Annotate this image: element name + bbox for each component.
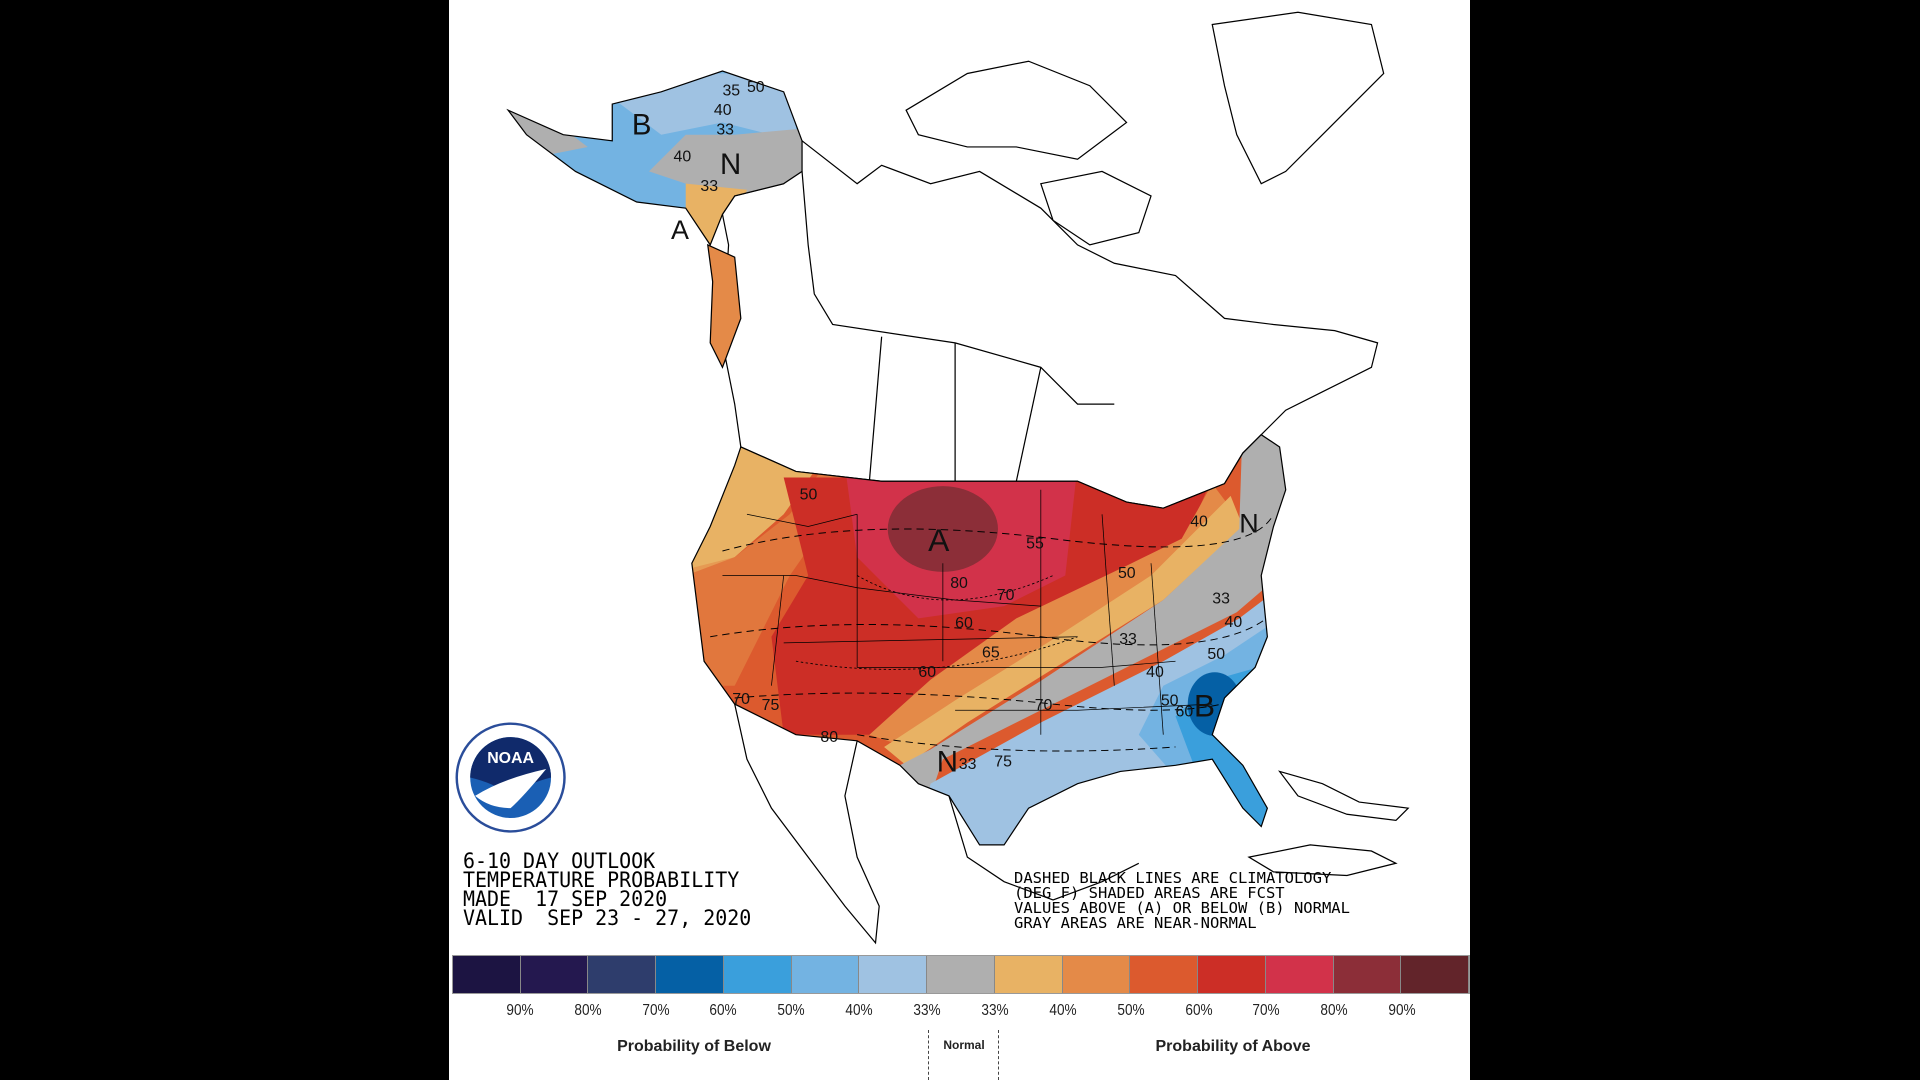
contour-label: 80 (950, 575, 968, 592)
above-caption: Probability of Above (1155, 1038, 1311, 1055)
legend-tick-label: 40% (845, 1002, 873, 1019)
svg-text:NOAA: NOAA (487, 750, 534, 767)
legend-swatch (453, 956, 521, 993)
contour-label: 70 (997, 587, 1015, 604)
valid-dates: VALID SEP 23 - 27, 2020 (463, 906, 752, 930)
legend-tick-label: 70% (1252, 1002, 1281, 1019)
legend-tick-label: 90% (1388, 1002, 1416, 1019)
below-label-alaska: B (632, 109, 652, 142)
legend-swatch (588, 956, 657, 993)
title-line: 6-10 DAY OUTLOOK (463, 849, 656, 873)
contour-label: 40 (1190, 514, 1208, 531)
normal-divider (998, 1030, 999, 1080)
mexico-outline (734, 703, 880, 945)
legend-tick-label: 33% (913, 1002, 941, 1019)
above-label-alaska: A (671, 215, 689, 245)
legend-swatch (1401, 956, 1470, 993)
contour-label: 70 (1035, 697, 1053, 714)
legend-swatch (723, 956, 792, 993)
normal-divider (928, 1030, 929, 1080)
below-caption: Probability of Below (617, 1038, 771, 1055)
legend-swatch (1198, 956, 1266, 993)
legend-swatch (1062, 956, 1131, 993)
canada-outline (721, 11, 1410, 877)
legend-tick-label: 50% (777, 1002, 805, 1019)
contour-label: 70 (732, 691, 750, 708)
climatology-contours (710, 514, 1274, 752)
contour-label: 33 (959, 756, 977, 773)
made-date: MADE 17 SEP 2020 (463, 887, 668, 911)
contour-label: 50 (1118, 565, 1136, 582)
above-label-conus: A (928, 522, 950, 558)
legend-swatch (791, 956, 860, 993)
legend-swatch (1130, 956, 1199, 993)
below-label-southeast: B (1194, 687, 1215, 723)
contour-label: 40 (714, 102, 732, 119)
contour-label: 75 (994, 754, 1012, 771)
noaa-logo: NOAA (455, 722, 566, 833)
normal-label-northeast: N (1239, 509, 1258, 539)
contour-label: 55 (1026, 536, 1044, 553)
legend-tick-label: 60% (1184, 1002, 1213, 1019)
conus-outline (691, 433, 1287, 846)
legend-swatch (520, 956, 589, 993)
legend-swatch (859, 956, 928, 993)
legend-tick-label: 70% (641, 1002, 670, 1019)
contour-label: 40 (1146, 664, 1164, 681)
legend-swatch (1333, 956, 1402, 993)
map-labels: B N A A B N N 35 50 40 33 40 33 50 80 70… (632, 79, 1259, 779)
legend-tick-label: 90% (506, 1002, 534, 1019)
outlook-title: 6-10 DAY OUTLOOK TEMPERATURE PROBABILITY M… (463, 849, 752, 930)
contour-label: 40 (1225, 614, 1243, 631)
map-notes: DASHED BLACK LINES ARE CLIMATOLOGY (DEG F… (1014, 869, 1350, 932)
probability-legend (452, 955, 1470, 994)
legend-swatch (656, 956, 724, 993)
contour-label: 33 (700, 178, 718, 195)
title-line: TEMPERATURE PROBABILITY (463, 868, 740, 892)
note-line: DASHED BLACK LINES ARE CLIMATOLOGY (1014, 869, 1332, 887)
contour-label: 50 (800, 487, 818, 504)
legend-swatch (994, 956, 1063, 993)
contour-label: 75 (762, 697, 780, 714)
contour-label: 40 (673, 149, 691, 166)
legend-tick-label: 80% (1320, 1002, 1348, 1019)
legend-swatch (927, 956, 995, 993)
contour-label: 50 (1207, 646, 1225, 663)
note-line: VALUES ABOVE (A) OR BELOW (B) NORMAL (1014, 899, 1350, 917)
legend-tick-label: 60% (709, 1002, 738, 1019)
note-line: (DEG F) SHADED AREAS ARE FCST (1014, 884, 1285, 902)
contour-label: 50 (1161, 692, 1179, 709)
normal-caption: Normal (943, 1038, 985, 1052)
legend-tick-label: 80% (574, 1002, 602, 1019)
contour-label: 80 (820, 729, 838, 746)
contour-label: 60 (918, 664, 936, 681)
contour-label: 33 (716, 122, 734, 139)
contour-label: 60 (1176, 703, 1194, 720)
legend-tick-label: 50% (1117, 1002, 1145, 1019)
legend-tick-label: 33% (981, 1002, 1009, 1019)
normal-label-alaska: N (720, 148, 741, 181)
note-line: GRAY AREAS ARE NEAR-NORMAL (1014, 914, 1257, 932)
legend-tick-label: 40% (1049, 1002, 1077, 1019)
legend-swatch (1265, 956, 1334, 993)
contour-label: 35 (722, 83, 740, 100)
contour-label: 33 (1119, 631, 1137, 648)
contour-label: 33 (1212, 591, 1230, 608)
contour-label: 50 (747, 79, 765, 96)
normal-label-southwest: N (937, 745, 958, 778)
contour-label: 65 (982, 645, 1000, 662)
contour-label: 60 (955, 615, 973, 632)
